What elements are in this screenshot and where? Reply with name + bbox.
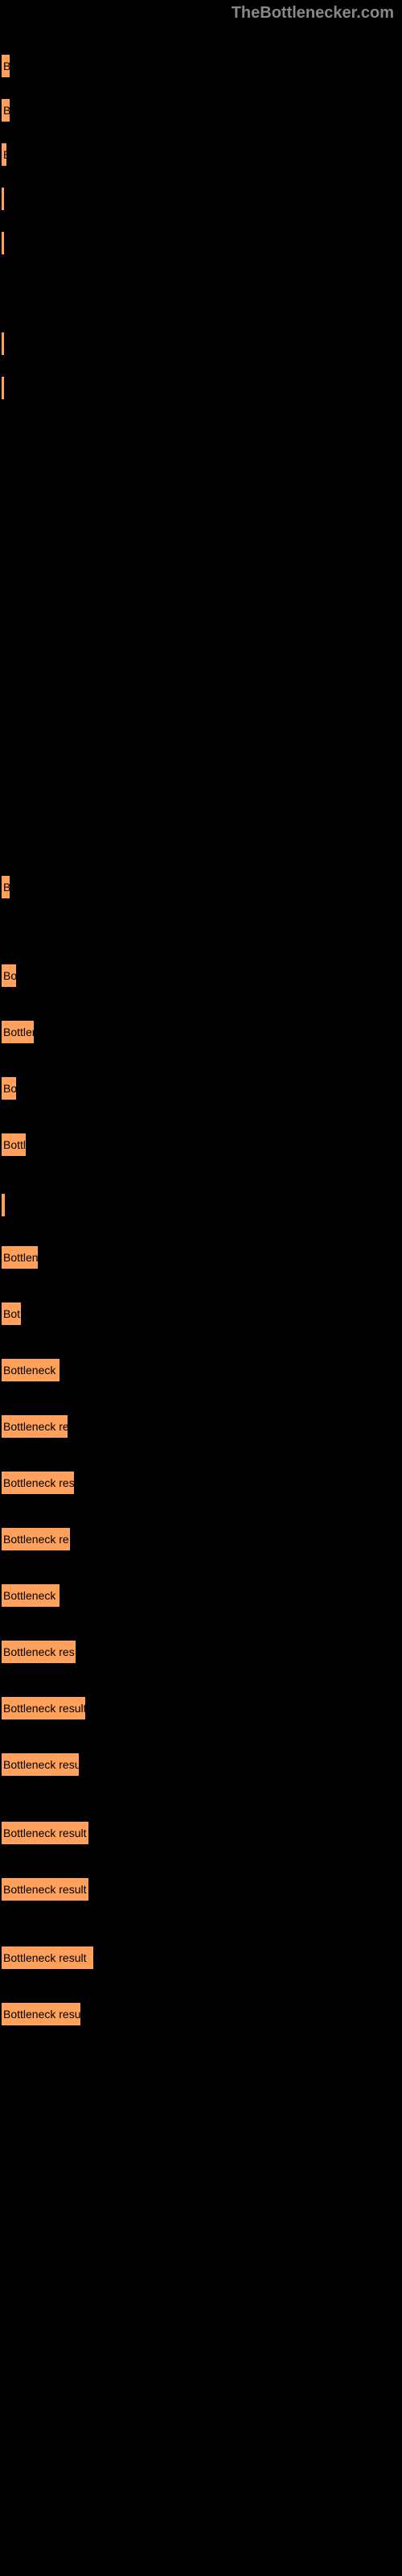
chart-bar <box>2 1194 5 1216</box>
chart-bar <box>2 332 4 355</box>
chart-bar: Bottl <box>2 1133 26 1156</box>
chart-bar: Bottleneck resu <box>2 2003 80 2025</box>
bar-label: Bottleneck result <box>3 1883 87 1896</box>
chart-bar: Bot <box>2 1302 21 1325</box>
chart-bar: Bottleneck resu <box>2 1753 79 1776</box>
bar-label: Bo <box>3 1082 16 1095</box>
chart-bar: B <box>2 876 10 898</box>
chart-bar: Bottleneck result <box>2 1697 85 1719</box>
chart-bar: Bo <box>2 1077 16 1100</box>
chart-bar: Bottlen <box>2 1246 38 1269</box>
chart-bar: Bottleneck result <box>2 1878 88 1901</box>
chart-bar: Bottleneck result <box>2 1822 88 1844</box>
bar-label: Bottlen <box>3 1251 38 1264</box>
chart-bar: Bottleneck res <box>2 1641 76 1663</box>
bar-label: Bottler <box>3 1026 34 1038</box>
bar-label: Bottleneck res <box>3 1645 75 1658</box>
chart-bar <box>2 232 4 254</box>
bar-label: Bottleneck resu <box>3 1758 79 1771</box>
chart-bar: Bottleneck result <box>2 1946 93 1969</box>
chart-bar: Bottleneck <box>2 1584 59 1607</box>
bar-label: B <box>3 148 6 161</box>
chart-bar <box>2 377 4 399</box>
bar-label: Bottleneck re <box>3 1420 68 1433</box>
chart-bar: Bottleneck re <box>2 1415 68 1438</box>
bar-label: Bottleneck re <box>3 1533 69 1546</box>
chart-bar: B <box>2 55 10 77</box>
chart-bar: B <box>2 143 6 166</box>
chart-bar <box>2 188 4 210</box>
bar-label: Bottleneck result <box>3 1951 87 1964</box>
bar-label: Bottleneck result <box>3 1702 85 1715</box>
chart-bar: Bo <box>2 964 16 987</box>
bar-label: Bottleneck result <box>3 1827 87 1839</box>
bar-label: Bottleneck <box>3 1589 55 1602</box>
chart-bar: B <box>2 99 10 122</box>
bar-label: Bottleneck <box>3 1364 55 1377</box>
bar-label: Bottleneck res <box>3 1476 74 1489</box>
bar-label: Bo <box>3 969 16 982</box>
bar-label: Bot <box>3 1307 20 1320</box>
chart-bar: Bottleneck re <box>2 1528 70 1550</box>
chart-bar: Bottleneck res <box>2 1472 74 1494</box>
chart-bar: Bottleneck <box>2 1359 59 1381</box>
bar-label: Bottleneck resu <box>3 2008 80 2021</box>
bar-label: Bottl <box>3 1138 26 1151</box>
bar-label: B <box>3 60 10 72</box>
bar-label: B <box>3 104 10 117</box>
watermark-text: TheBottlenecker.com <box>0 4 402 23</box>
chart-bar: Bottler <box>2 1021 34 1043</box>
bar-label: B <box>3 881 10 894</box>
